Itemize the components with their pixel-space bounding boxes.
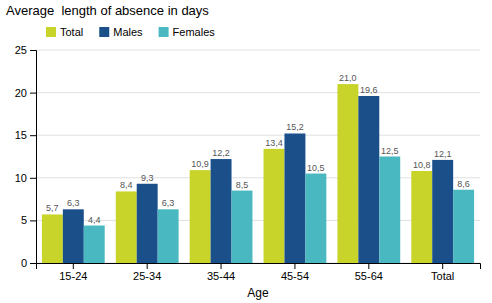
x-tick-label: 35-44 — [207, 270, 235, 282]
legend-item: Males — [99, 26, 143, 38]
bar — [158, 209, 179, 263]
bar — [453, 190, 474, 263]
x-tick-mark — [294, 263, 295, 269]
data-label: 12,5 — [381, 146, 399, 156]
bar-series — [42, 84, 432, 263]
y-tick-mark — [30, 263, 36, 264]
y-tick-label: 25 — [15, 44, 27, 56]
legend-swatch — [99, 27, 109, 37]
x-tick: Total — [431, 263, 454, 282]
data-label: 13,4 — [265, 138, 283, 148]
bar — [358, 96, 379, 263]
grid-line — [36, 92, 480, 93]
data-labels: 5,7 8,4 10,9 13,4 21,0 10,8 6,3 9,3 12,2 15,2 19,6… — [46, 73, 470, 224]
y-tick-label: 15 — [15, 129, 27, 141]
bar — [411, 171, 432, 263]
data-label: 8,4 — [120, 180, 133, 190]
data-label: 9,3 — [141, 173, 154, 183]
x-tick-mark — [368, 263, 369, 269]
x-tick-label: Total — [431, 270, 454, 282]
legend-swatch — [46, 27, 56, 37]
chart: 5,7 8,4 10,9 13,4 21,0 10,8 6,3 9,3 12,2 15,2 19,6… — [0, 0, 492, 303]
x-tick: 45-54 — [281, 263, 309, 282]
bar — [305, 174, 326, 263]
y-tick-mark — [30, 220, 36, 221]
bars — [42, 84, 474, 263]
y-axis: 0 5 10 15 20 25 — [15, 44, 37, 269]
bar — [264, 149, 285, 263]
data-label: 12,2 — [212, 148, 230, 158]
x-tick: 25-34 — [133, 263, 161, 282]
bar — [116, 191, 137, 263]
x-axis-line — [37, 264, 481, 270]
data-label: 10,8 — [413, 160, 431, 170]
legend-label: Males — [113, 26, 143, 38]
x-tick-mark — [147, 263, 148, 269]
bar — [137, 184, 158, 263]
x-tick-mark — [221, 263, 222, 269]
plot: 5,7 8,4 10,9 13,4 21,0 10,8 6,3 9,3 12,2 15,2 19,6… — [15, 44, 481, 282]
y-tick: 5 — [21, 214, 36, 226]
x-axis-title: Age — [247, 286, 269, 300]
bar — [211, 159, 232, 263]
y-axis-line — [30, 51, 37, 264]
data-label: 10,5 — [307, 163, 325, 173]
x-axis: 15-24 25-34 35-44 45-54 55-64 Total — [37, 263, 481, 282]
data-label: 21,0 — [339, 73, 357, 83]
legend-item: Total — [46, 26, 83, 38]
x-tick-mark — [73, 263, 74, 269]
y-axis-title: Average length of absence in days — [6, 3, 209, 18]
y-tick: 25 — [15, 44, 36, 56]
data-label: 4,4 — [88, 215, 101, 225]
x-tick-label: 15-24 — [59, 270, 87, 282]
x-tick-label: 25-34 — [133, 270, 161, 282]
y-tick: 20 — [15, 87, 36, 99]
y-tick-mark — [30, 93, 36, 94]
data-label: 5,7 — [46, 203, 59, 213]
bar — [337, 84, 358, 263]
y-tick-mark — [30, 178, 36, 179]
y-tick-label: 20 — [15, 87, 27, 99]
y-tick-mark — [30, 135, 36, 136]
data-label: 12,1 — [434, 149, 452, 159]
x-tick-label: 55-64 — [355, 270, 383, 282]
bar — [432, 160, 453, 263]
bar — [84, 226, 105, 263]
bar — [42, 214, 63, 263]
data-label: 8,6 — [457, 179, 470, 189]
y-tick-label: 10 — [15, 172, 27, 184]
bar — [379, 157, 400, 264]
grid-line — [36, 50, 480, 51]
data-label: 6,3 — [162, 198, 175, 208]
x-tick: 15-24 — [59, 263, 87, 282]
grid — [36, 50, 480, 263]
bar-series — [63, 96, 453, 263]
x-tick-mark — [442, 263, 443, 269]
x-tick: 35-44 — [207, 263, 235, 282]
data-label: 19,6 — [360, 85, 378, 95]
x-tick: 55-64 — [355, 263, 383, 282]
y-tick: 10 — [15, 172, 36, 184]
bar — [190, 170, 211, 263]
legend-swatch — [159, 27, 169, 37]
y-tick-mark — [30, 50, 36, 51]
y-tick-label: 0 — [21, 257, 27, 269]
grid-line — [36, 135, 480, 136]
bar — [284, 133, 305, 263]
y-tick-label: 5 — [21, 214, 27, 226]
y-tick: 0 — [21, 257, 36, 269]
bar — [63, 209, 84, 263]
y-tick: 15 — [15, 129, 36, 141]
data-label: 6,3 — [67, 198, 80, 208]
x-tick-label: 45-54 — [281, 270, 309, 282]
bar-series — [84, 157, 474, 264]
data-label: 15,2 — [286, 122, 304, 132]
legend-label: Females — [173, 26, 216, 38]
bar — [232, 191, 253, 263]
legend-item: Females — [159, 26, 216, 38]
legend: Total Males Females — [46, 26, 215, 38]
data-label: 10,9 — [191, 159, 209, 169]
data-label: 8,5 — [236, 180, 249, 190]
legend-label: Total — [60, 26, 83, 38]
